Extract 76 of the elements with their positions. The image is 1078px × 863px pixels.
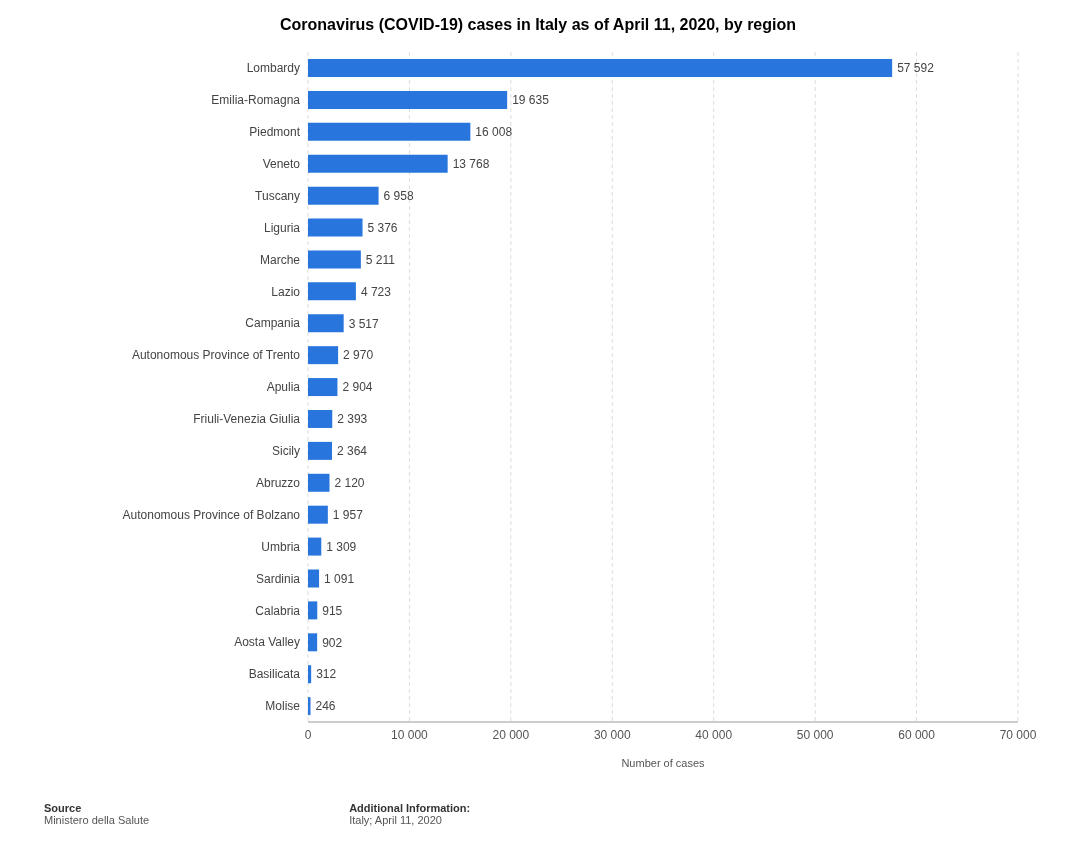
x-tick-label: 40 000 xyxy=(695,727,733,742)
bar xyxy=(308,633,318,652)
bar xyxy=(308,314,344,333)
bar xyxy=(308,90,508,109)
y-tick-label: Campania xyxy=(245,316,301,331)
y-tick-label: Lazio xyxy=(271,284,301,299)
data-label: 5 211 xyxy=(365,252,396,267)
text: Ministero della Salute xyxy=(44,814,150,826)
bar xyxy=(308,409,333,428)
chart-title: Coronavirus (COVID-19) cases in Italy as of April 11, 2020, by region xyxy=(279,15,797,35)
y-tick-label: Liguria xyxy=(263,220,301,235)
data-label: 1 957 xyxy=(332,507,364,522)
bar xyxy=(308,250,361,269)
y-tick-label: Abruzzo xyxy=(255,475,301,490)
y-tick-label: Autonomous Province of Bolzano xyxy=(122,507,301,522)
y-tick-label: Basilicata xyxy=(248,667,301,682)
text: Source xyxy=(44,802,83,814)
data-label: 2 393 xyxy=(337,412,368,427)
y-tick-label: Sardinia xyxy=(255,571,301,586)
data-label: 19 635 xyxy=(512,93,550,108)
data-label: 246 xyxy=(315,699,336,714)
bar xyxy=(308,441,332,460)
bar xyxy=(308,473,330,492)
y-tick-label: Molise xyxy=(265,699,301,714)
x-tick-label: 70 000 xyxy=(999,727,1037,742)
bar xyxy=(308,59,893,78)
y-tick-label: Veneto xyxy=(262,156,301,171)
bar xyxy=(308,537,322,556)
data-label: 2 364 xyxy=(336,444,368,459)
data-label: 16 008 xyxy=(475,125,513,140)
x-tick-label: 10 000 xyxy=(391,727,429,742)
data-label: 3 517 xyxy=(348,316,380,331)
x-tick-label: 60 000 xyxy=(898,727,936,742)
data-label: 312 xyxy=(316,667,337,682)
data-label: 5 376 xyxy=(367,220,398,235)
y-tick-label: Calabria xyxy=(255,603,301,618)
data-label: 1 309 xyxy=(326,539,357,554)
y-tick-label: Autonomous Province of Trento xyxy=(131,348,301,363)
bar xyxy=(308,665,312,684)
y-tick-label: Sicily xyxy=(271,444,300,459)
y-tick-label: Apulia xyxy=(266,380,301,395)
x-tick-label: 30 000 xyxy=(593,727,631,742)
y-tick-label: Umbria xyxy=(261,539,301,554)
y-tick-label: Friuli-Venezia Giulia xyxy=(193,412,301,427)
y-tick-label: Aosta Valley xyxy=(234,635,300,650)
y-tick-label: Tuscany xyxy=(255,188,300,203)
data-label: 2 970 xyxy=(343,348,374,363)
data-label: 2 120 xyxy=(334,476,365,491)
data-label: 1 091 xyxy=(324,571,355,586)
y-tick-label: Lombardy xyxy=(246,61,300,76)
bar xyxy=(308,154,448,173)
bar xyxy=(308,218,363,237)
bar xyxy=(308,282,356,301)
y-tick-label: Piedmont xyxy=(249,125,301,140)
bar xyxy=(308,186,379,205)
data-label: 6 958 xyxy=(383,188,414,203)
bar xyxy=(308,601,318,620)
text: Additional Information: xyxy=(349,802,471,814)
data-label: 13 768 xyxy=(452,156,490,171)
text: Italy; April 11, 2020 xyxy=(349,814,443,826)
y-tick-label: Marche xyxy=(259,252,301,267)
data-label: 2 904 xyxy=(342,380,373,395)
x-tick-label: 0 xyxy=(304,727,312,742)
data-label: 57 592 xyxy=(897,61,935,76)
data-label: 4 723 xyxy=(360,284,392,299)
x-tick-label: 20 000 xyxy=(492,727,530,742)
y-tick-label: Emilia-Romagna xyxy=(211,93,301,108)
data-label: 902 xyxy=(322,635,343,650)
x-axis-title: Number of cases xyxy=(621,757,706,769)
bar xyxy=(308,569,320,588)
data-label: 915 xyxy=(322,603,343,618)
bar xyxy=(308,346,339,365)
bar xyxy=(308,505,328,524)
bar xyxy=(308,122,471,141)
bar xyxy=(308,378,338,397)
x-tick-label: 50 000 xyxy=(796,727,834,742)
